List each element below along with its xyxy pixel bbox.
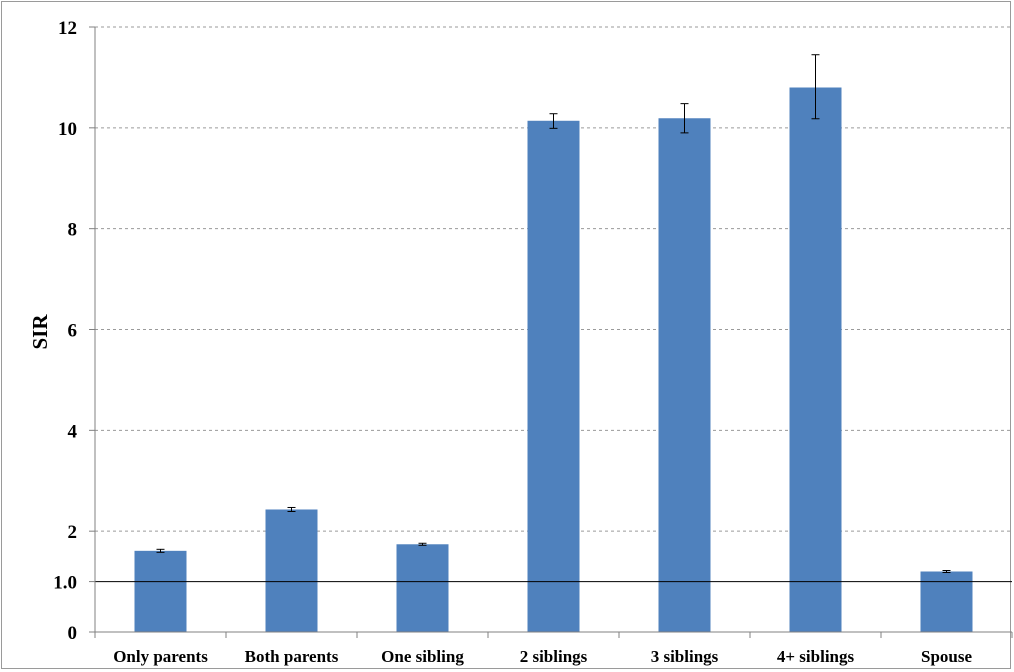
error-bar-3 xyxy=(549,113,558,129)
error-bar-5 xyxy=(811,54,820,120)
x-tick-label: 4+ siblings xyxy=(777,647,855,666)
y-tick-labels: 0 1.0 2 4 6 8 10 12 xyxy=(53,18,77,644)
x-tick-label: One sibling xyxy=(381,647,464,666)
x-tick-label: 3 siblings xyxy=(651,647,719,666)
bar-5 xyxy=(789,87,842,632)
bar-1 xyxy=(265,509,318,632)
y-tick-label: 2 xyxy=(68,522,78,543)
y-tick-label: 8 xyxy=(68,220,78,241)
y-tick-label: 12 xyxy=(58,18,77,39)
error-bar-6 xyxy=(942,569,951,574)
x-tick-labels: Only parents Both parents One sibling 2 sib… xyxy=(113,647,972,666)
bar-4 xyxy=(658,118,711,633)
error-bar-0 xyxy=(156,548,165,553)
axes xyxy=(89,26,1013,638)
bar-6 xyxy=(920,571,973,632)
x-tick-label: 2 siblings xyxy=(520,647,588,666)
y-axis-title: SIR xyxy=(28,314,52,350)
y-tick-label: 0 xyxy=(68,623,78,644)
error-bar-2 xyxy=(418,542,427,546)
y-tick-label: 1.0 xyxy=(53,573,77,594)
bar-2 xyxy=(396,544,449,632)
y-tick-label: 6 xyxy=(68,321,78,342)
error-bar-1 xyxy=(287,506,296,513)
x-tick-label: Spouse xyxy=(921,647,972,666)
error-bar-4 xyxy=(680,103,689,134)
y-tick-label: 4 xyxy=(68,421,78,442)
x-tick-label: Only parents xyxy=(113,647,208,666)
bar-0 xyxy=(134,550,187,632)
bars xyxy=(134,87,973,633)
y-tick-label: 10 xyxy=(58,119,77,140)
x-tick-label: Both parents xyxy=(245,647,339,666)
bar-3 xyxy=(527,120,580,633)
error-bars xyxy=(156,54,951,574)
